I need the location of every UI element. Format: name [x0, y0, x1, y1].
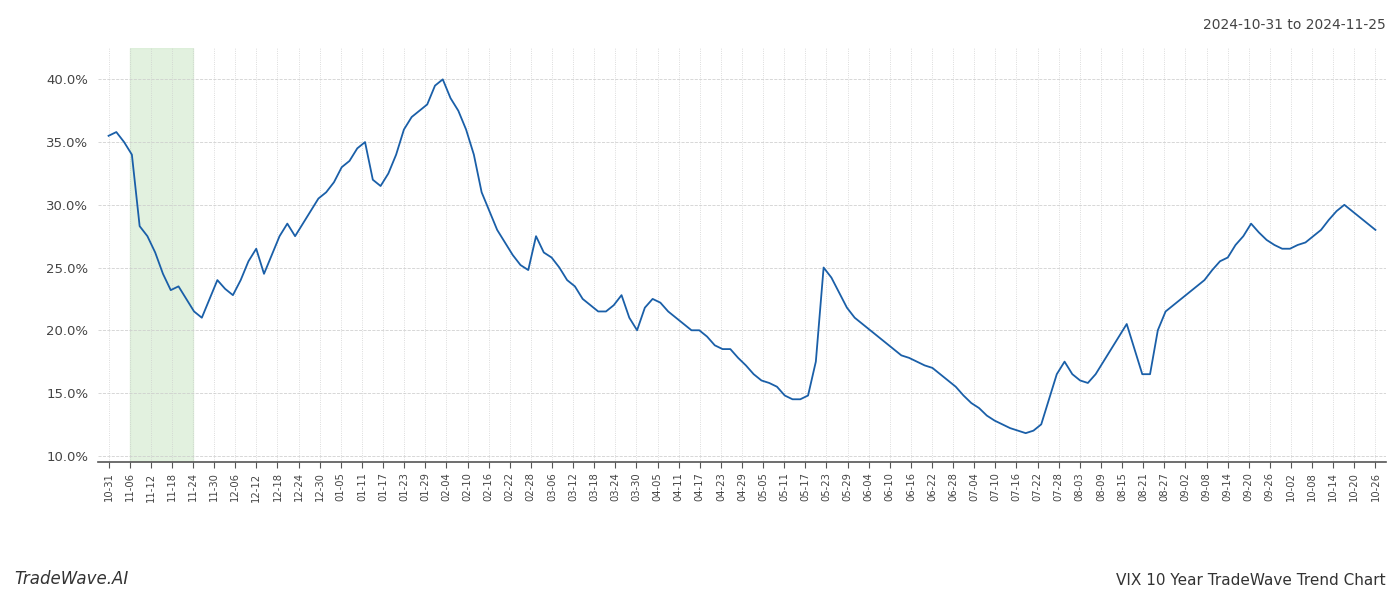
Text: VIX 10 Year TradeWave Trend Chart: VIX 10 Year TradeWave Trend Chart: [1116, 573, 1386, 588]
Text: TradeWave.AI: TradeWave.AI: [14, 570, 129, 588]
Text: 2024-10-31 to 2024-11-25: 2024-10-31 to 2024-11-25: [1203, 18, 1386, 32]
Bar: [130, 48, 193, 462]
